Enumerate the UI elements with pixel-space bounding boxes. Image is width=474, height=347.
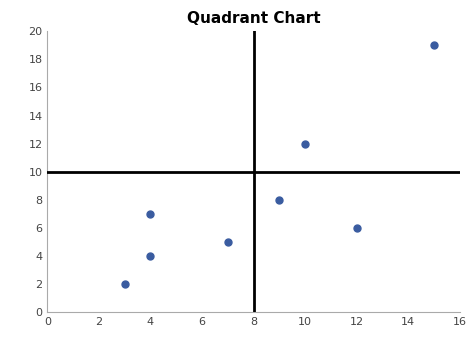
Point (275, 197, 283, 203)
Point (147, 211, 155, 217)
Point (301, 141, 309, 146)
Title: Quadrant Chart: Quadrant Chart (187, 11, 320, 26)
Point (224, 239, 232, 245)
Point (430, 42, 438, 48)
Point (147, 253, 155, 259)
Point (353, 225, 360, 231)
Point (121, 281, 128, 287)
